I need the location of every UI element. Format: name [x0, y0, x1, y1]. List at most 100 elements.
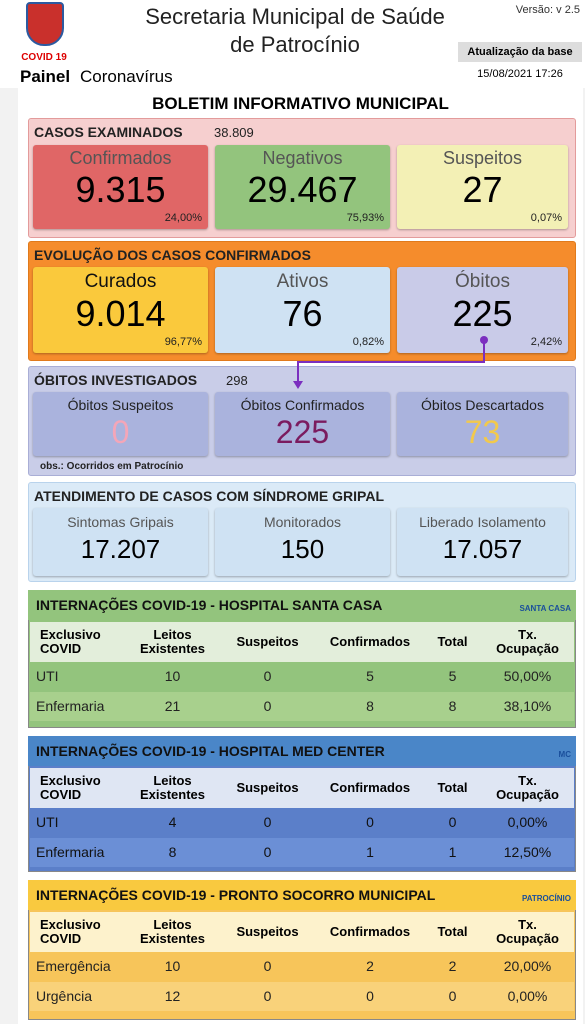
table-cell: 2 — [366, 958, 374, 974]
bulletin-title: BOLETIM INFORMATIVO MUNICIPAL — [152, 94, 449, 113]
stat-card — [397, 145, 568, 229]
table-title-text: INTERNAÇÕES COVID-19 - HOSPITAL SANTA CA… — [36, 597, 383, 613]
table-row — [30, 982, 574, 1011]
table-cell: Enfermaria — [36, 844, 105, 860]
section-total: 38.809 — [214, 125, 254, 140]
card-value: 27 — [462, 169, 503, 210]
card-label: Liberado Isolamento — [419, 514, 546, 530]
card-label: Sintomas Gripais — [67, 514, 174, 530]
table-cell: 0 — [366, 814, 374, 830]
column-header: Confirmados — [329, 924, 411, 939]
update-date: 15/08/2021 17:26 — [477, 68, 563, 80]
card-label: Óbitos Suspeitos — [67, 397, 174, 413]
column-header: Total — [437, 634, 468, 649]
column-header: Total — [437, 780, 468, 795]
table-row — [30, 662, 574, 691]
card-value: 17.057 — [442, 534, 523, 564]
card-value: 17.207 — [80, 534, 161, 564]
table-cell: 0 — [366, 988, 374, 1004]
card-label: Ativos — [276, 271, 329, 292]
note: obs.: Ocorridos em Patrocínio — [40, 461, 184, 472]
section-title: EVOLUÇÃO DOS CASOS CONFIRMADOS — [34, 247, 311, 263]
hospital-logo: MC — [558, 750, 571, 759]
card-pct: 0,07% — [530, 212, 562, 224]
card-pct: 75,93% — [346, 212, 384, 224]
table-cell: 0,00% — [507, 814, 548, 830]
table-row — [30, 952, 574, 981]
table-cell: UTI — [36, 668, 59, 684]
card-value: 0 — [111, 414, 130, 450]
stat-card — [33, 145, 208, 229]
table-cell: 0,00% — [507, 988, 548, 1004]
table-cell: 0 — [263, 958, 272, 974]
logo-text: COVID 19 — [21, 52, 67, 63]
card-pct: 2,42% — [530, 336, 562, 348]
column-header: Leitos Existentes — [139, 773, 206, 802]
panel-bold: Painel — [20, 67, 71, 86]
table-header — [30, 622, 574, 662]
table-cell: 2 — [448, 958, 457, 974]
column-header: Exclusivo COVID — [40, 627, 101, 656]
update-label: Atualização da base — [458, 42, 582, 62]
card-label: Óbitos Confirmados — [240, 397, 365, 413]
stat-card — [215, 267, 390, 353]
card-value: 225 — [452, 293, 513, 334]
section-title: ÓBITOS INVESTIGADOS — [34, 372, 198, 388]
table-cell: 1 — [366, 844, 374, 860]
stat-card — [397, 508, 568, 576]
table-cell: Urgência — [36, 988, 93, 1004]
hospital-logo: PATROCÍNIO — [521, 894, 571, 903]
card-label: Óbitos Descartados — [421, 397, 544, 413]
table-cell: 0 — [448, 814, 457, 830]
table-cell: 21 — [164, 698, 181, 714]
table-cell: 5 — [366, 668, 374, 684]
table-cell: 10 — [164, 958, 181, 974]
column-header: Suspeitos — [236, 924, 299, 939]
arrow — [293, 336, 488, 389]
table-cell: 10 — [164, 668, 181, 684]
version: Versão: v 2.5 — [515, 4, 580, 16]
table-cell: 12 — [164, 988, 181, 1004]
card-value: 29.467 — [247, 169, 358, 210]
panel-rest: Coronavírus — [80, 67, 173, 86]
stat-card — [215, 145, 390, 229]
column-header: Confirmados — [329, 634, 411, 649]
column-header: Tx. Ocupação — [496, 627, 559, 656]
column-header: Exclusivo COVID — [40, 917, 101, 946]
stat-card — [33, 508, 208, 576]
table-cell: 8 — [366, 698, 374, 714]
table-cell: 0 — [263, 988, 272, 1004]
stat-card — [397, 392, 568, 456]
card-label: Suspeitos — [442, 148, 523, 168]
table-cell: UTI — [36, 814, 59, 830]
table-cell: 50,00% — [503, 668, 552, 684]
table-cell: 0 — [263, 668, 272, 684]
table-cell: 4 — [168, 814, 177, 830]
card-value: 76 — [282, 293, 323, 334]
card-pct: 24,00% — [164, 212, 202, 224]
table-cell: 8 — [448, 698, 457, 714]
card-value: 9.014 — [75, 293, 166, 334]
card-label: Confirmados — [69, 148, 172, 168]
table-cell: 12,50% — [503, 844, 552, 860]
card-value: 150 — [280, 534, 325, 564]
card-value: 9.315 — [75, 169, 166, 210]
section-title: ATENDIMENTO DE CASOS COM SÍNDROME GRIPAL — [34, 488, 385, 504]
table-cell: 38,10% — [503, 698, 552, 714]
column-header: Leitos Existentes — [139, 627, 206, 656]
table-cell: 0 — [448, 988, 457, 1004]
card-label: Monitorados — [263, 514, 342, 530]
logo — [26, 2, 64, 46]
table-title — [28, 736, 576, 766]
table-title — [28, 590, 576, 620]
table-cell: 0 — [263, 698, 272, 714]
column-header: Confirmados — [329, 780, 411, 795]
column-header: Tx. Ocupação — [496, 773, 559, 802]
section-total: 298 — [226, 373, 248, 388]
table-cell: 0 — [263, 844, 272, 860]
table-cell: Emergência — [36, 958, 111, 974]
table-cell: 8 — [168, 844, 177, 860]
card-value: 225 — [275, 414, 330, 450]
table-title-text: INTERNAÇÕES COVID-19 - HOSPITAL MED CENT… — [36, 743, 385, 759]
